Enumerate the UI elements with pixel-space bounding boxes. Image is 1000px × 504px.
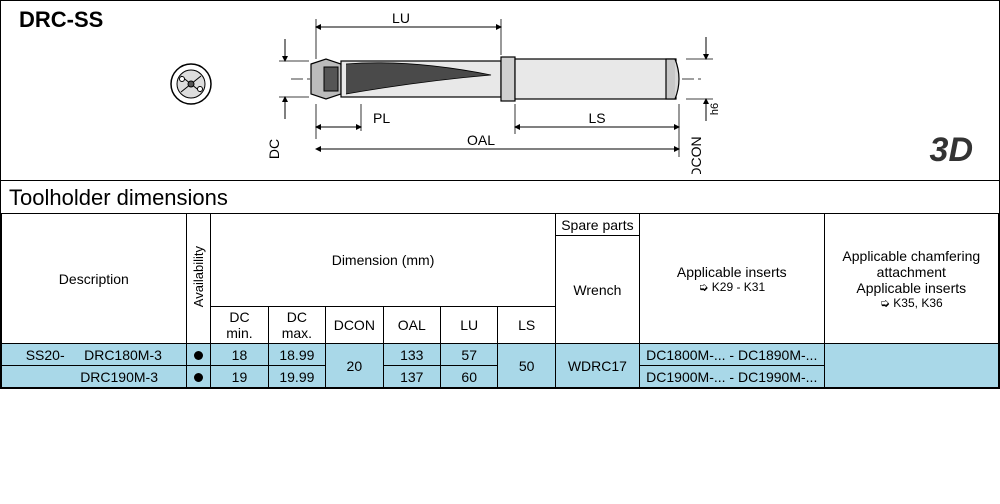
section-title: Toolholder dimensions [1,181,999,213]
dim-label-h6: h6 [709,103,721,115]
cell-inserts: DC1900M-... - DC1990M-... [639,366,824,388]
dim-label-pl: PL [373,110,390,126]
col-ls: LS [498,307,555,344]
cell-avail [186,366,211,388]
availability-dot-icon [194,373,203,382]
dimension-table: Description Availability Dimension (mm) … [1,213,999,388]
col-dcmax: DC max. [268,307,325,344]
availability-dot-icon [194,351,203,360]
cell-dcmin: 19 [211,366,268,388]
cell-chamfer [824,344,998,388]
col-availability: Availability [186,214,211,344]
cell-lu: 57 [440,344,497,366]
cell-oal: 137 [383,366,440,388]
col-oal: OAL [383,307,440,344]
cell-ls: 50 [498,344,555,388]
cell-dcmax: 18.99 [268,344,325,366]
diagram-panel: DRC-SS 3D [1,1,999,181]
col-dimension-group: Dimension (mm) [211,214,556,307]
col-dcmin: DC min. [211,307,268,344]
page-container: DRC-SS 3D [0,0,1000,389]
dim-label-lu: LU [392,10,410,26]
cell-wrench: WDRC17 [555,344,639,388]
dim-label-dcon: DCON [688,136,704,174]
tool-diagram: LU PL OAL LS DC DCON [161,9,841,174]
dim-label-oal: OAL [467,132,495,148]
cell-inserts: DC1800M-... - DC1890M-... [639,344,824,366]
table-body: SS20- DRC180M-3 18 18.99 20 133 57 50 WD… [2,344,999,388]
front-view-icon [171,64,211,104]
cell-desc: DRC190M-3 [2,366,187,388]
cell-desc: SS20- DRC180M-3 [2,344,187,366]
cell-dcon: 20 [326,344,383,388]
product-title: DRC-SS [19,7,103,33]
dim-label-ls: LS [588,110,605,126]
table-row: SS20- DRC180M-3 18 18.99 20 133 57 50 WD… [2,344,999,366]
col-dcon: DCON [326,307,383,344]
dim-label-dc: DC [266,139,282,159]
cell-dcmax: 19.99 [268,366,325,388]
col-lu: LU [440,307,497,344]
cell-lu: 60 [440,366,497,388]
col-spare-parts: Spare parts [555,214,639,236]
cell-dcmin: 18 [211,344,268,366]
cell-oal: 133 [383,344,440,366]
cell-avail [186,344,211,366]
side-view [291,57,701,101]
col-wrench: Wrench [555,236,639,344]
col-applicable-inserts: Applicable inserts ➭ K29 - K31 [639,214,824,344]
col-description: Description [2,214,187,344]
col-chamfer: Applicable chamfering attachment Applica… [824,214,998,344]
three-d-badge: 3D [930,131,973,170]
